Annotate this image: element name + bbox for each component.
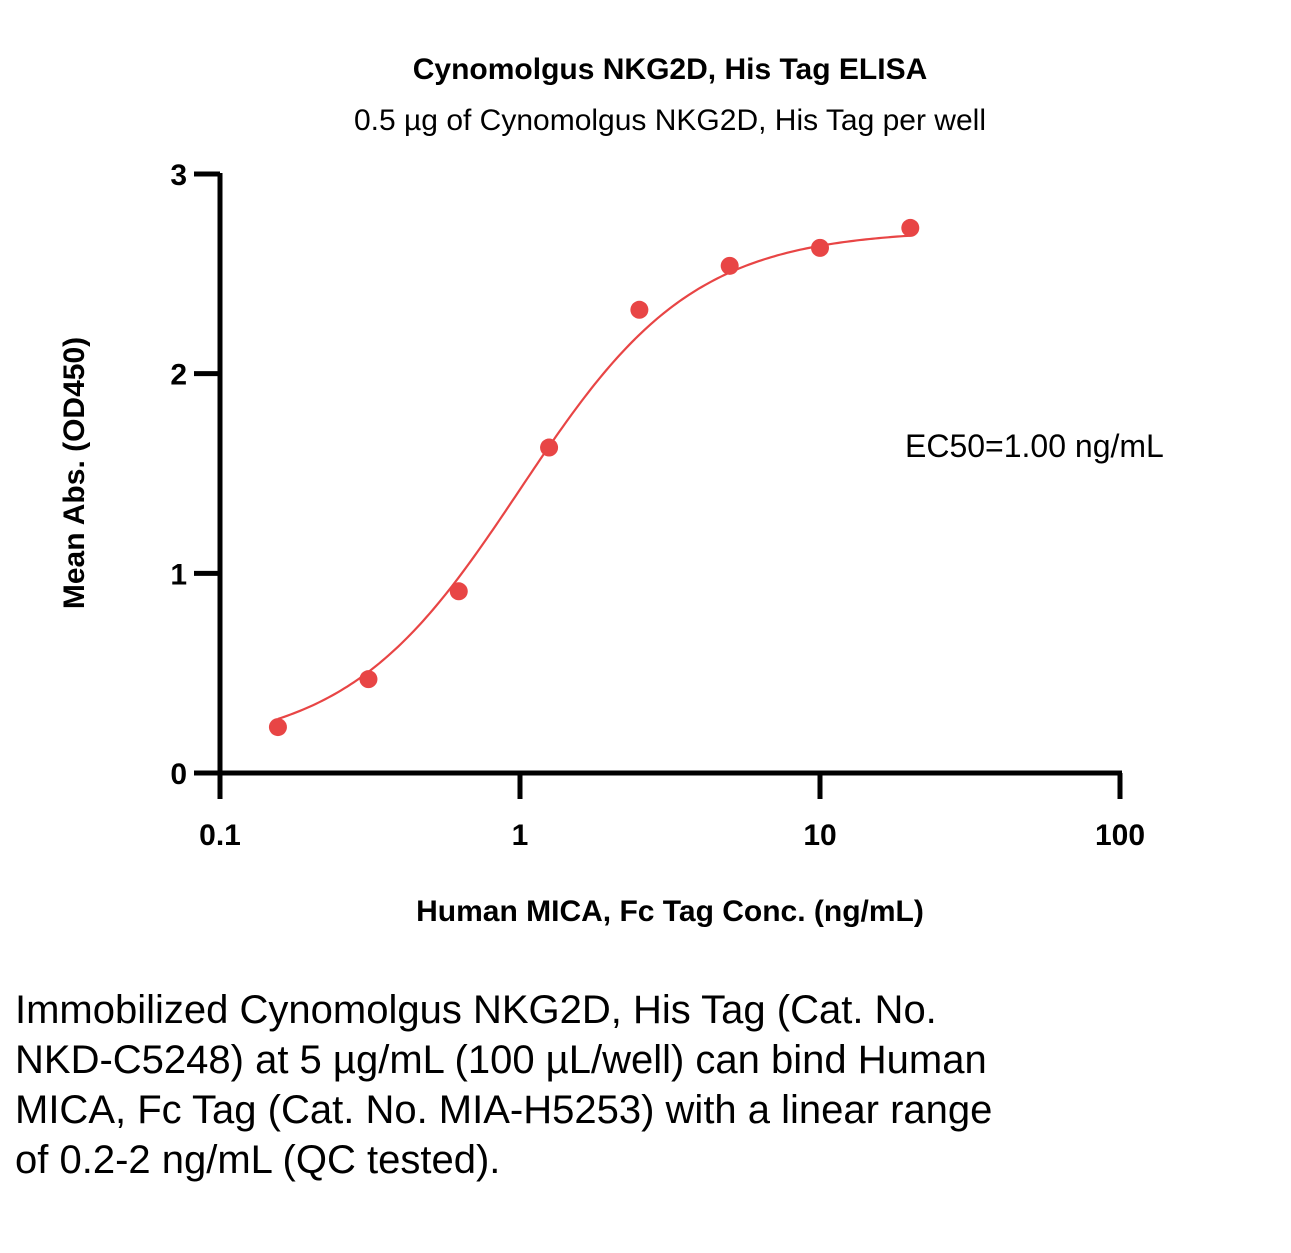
data-point	[540, 438, 559, 457]
data-point	[449, 582, 468, 601]
data-point	[359, 670, 378, 689]
ticks: 0 1 2 3 0.1 1 10 100	[170, 159, 1145, 852]
data-point	[720, 256, 739, 275]
data-point	[268, 718, 287, 737]
x-axis-label: Human MICA, Fc Tag Conc. (ng/mL)	[416, 895, 924, 928]
y-axis-label: Mean Abs. (OD450)	[58, 337, 91, 609]
figure-caption: Immobilized Cynomolgus NKG2D, His Tag (C…	[15, 988, 993, 1182]
axes	[217, 173, 1122, 776]
y-tick-label: 3	[170, 159, 187, 192]
data-points	[268, 218, 920, 737]
x-tick-label: 1	[512, 819, 529, 852]
x-tick-label: 10	[803, 819, 836, 852]
fit-curve	[277, 234, 911, 720]
chart-title: Cynomolgus NKG2D, His Tag ELISA	[413, 53, 928, 86]
x-tick-label: 0.1	[199, 819, 241, 852]
ec50-annotation: EC50=1.00 ng/mL	[905, 428, 1164, 464]
data-point	[630, 300, 649, 319]
data-point	[901, 218, 920, 237]
y-tick-label: 1	[170, 558, 187, 591]
chart-subtitle: 0.5 µg of Cynomolgus NKG2D, His Tag per …	[354, 104, 986, 137]
x-tick-label: 100	[1095, 819, 1145, 852]
elisa-chart: Cynomolgus NKG2D, His Tag ELISA 0.5 µg o…	[58, 53, 1164, 928]
y-tick-label: 0	[170, 758, 187, 791]
data-point	[811, 238, 829, 257]
y-tick-label: 2	[170, 359, 187, 392]
fit-curve-group	[277, 234, 911, 720]
